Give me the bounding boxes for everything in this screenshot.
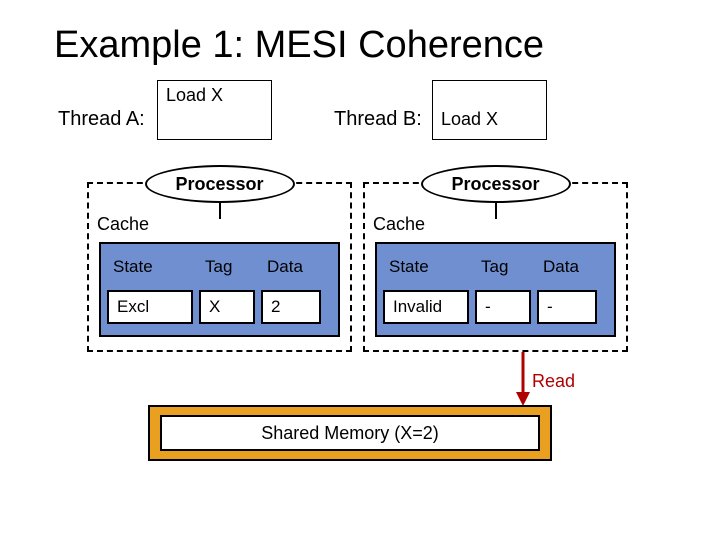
thread-a-box: Load X: [157, 80, 272, 140]
header-state: State: [383, 250, 469, 284]
shared-memory-label: Shared Memory (X=2): [160, 415, 540, 451]
header-data: Data: [537, 250, 597, 284]
cache-b-label: Cache: [373, 214, 425, 235]
table-row: Excl X 2: [107, 290, 332, 324]
connector: [495, 203, 497, 219]
cell-tag-a: X: [199, 290, 255, 324]
table-header-row: State Tag Data: [383, 250, 608, 284]
processor-b-oval: Processor: [421, 165, 571, 203]
thread-a-label: Thread A:: [58, 108, 145, 131]
processor-a-oval: Processor: [145, 165, 295, 203]
header-state: State: [107, 250, 193, 284]
cell-state-a: Excl: [107, 290, 193, 324]
page-title: Example 1: MESI Coherence: [54, 24, 544, 67]
cache-a-label: Cache: [97, 214, 149, 235]
cache-b-table: State Tag Data Invalid - -: [375, 242, 616, 337]
cell-tag-b: -: [475, 290, 531, 324]
cell-data-a: 2: [261, 290, 321, 324]
shared-memory-box: Shared Memory (X=2): [148, 405, 552, 461]
cell-state-b: Invalid: [383, 290, 469, 324]
read-arrow-icon: [513, 352, 533, 407]
connector: [219, 203, 221, 219]
cache-a-table: State Tag Data Excl X 2: [99, 242, 340, 337]
table-row: Invalid - -: [383, 290, 608, 324]
thread-b-box: Load X: [432, 80, 547, 140]
header-tag: Tag: [199, 250, 255, 284]
thread-b-label: Thread B:: [334, 108, 422, 131]
header-tag: Tag: [475, 250, 531, 284]
cell-data-b: -: [537, 290, 597, 324]
cpu-b-box: Processor Cache State Tag Data Invalid -…: [363, 182, 628, 352]
header-data: Data: [261, 250, 321, 284]
read-label: Read: [532, 371, 575, 392]
table-header-row: State Tag Data: [107, 250, 332, 284]
cpu-a-box: Processor Cache State Tag Data Excl X 2: [87, 182, 352, 352]
